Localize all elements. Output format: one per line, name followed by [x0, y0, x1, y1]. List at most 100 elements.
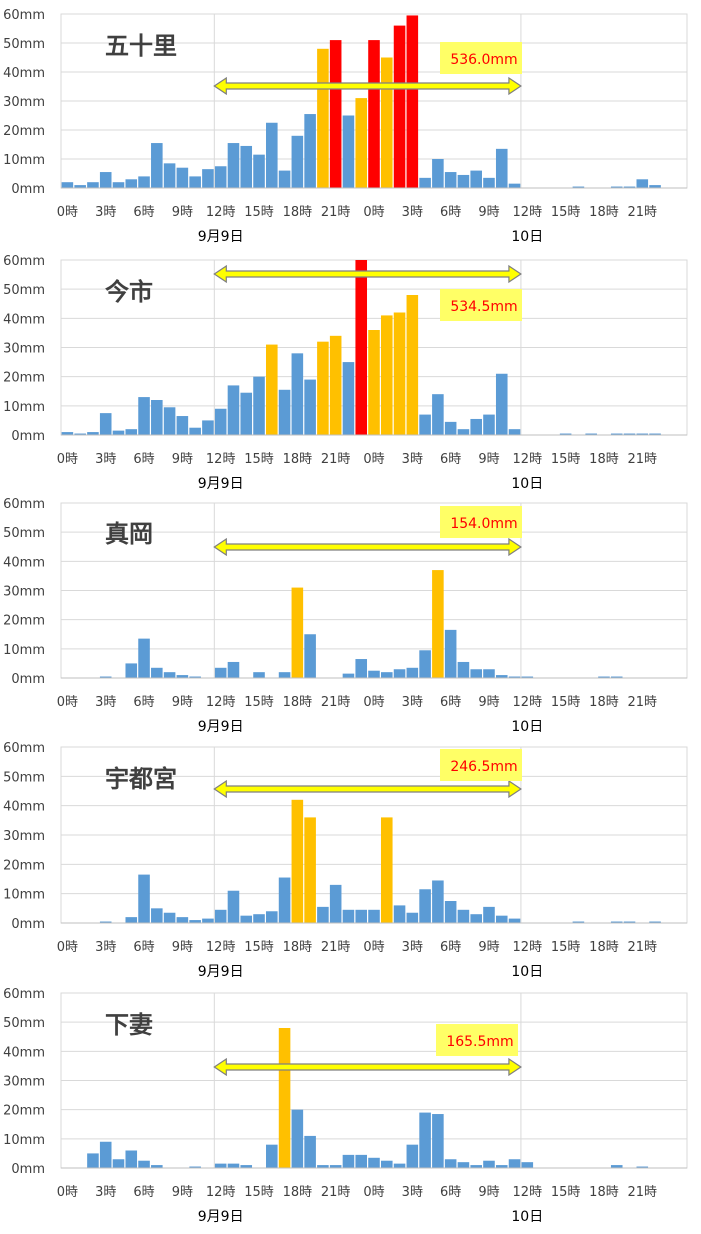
bar: [380, 817, 393, 923]
bar: [470, 914, 482, 923]
bar: [74, 185, 86, 188]
y-tick-label: 30mm: [3, 585, 45, 600]
y-tick-label: 10mm: [3, 153, 45, 168]
bar: [495, 148, 508, 188]
bar: [227, 385, 240, 435]
x-tick-label: 15時: [551, 695, 581, 710]
x-tick-label: 12時: [513, 695, 543, 710]
bar: [99, 921, 112, 923]
bar: [99, 172, 112, 188]
x-tick-label: 9時: [172, 1185, 193, 1200]
bar: [163, 912, 176, 923]
bar: [457, 661, 470, 678]
x-tick-label: 6時: [133, 1185, 154, 1200]
x-tick-label: 3時: [95, 452, 116, 467]
bar: [240, 915, 253, 923]
bar: [457, 909, 470, 923]
x-tick-label: 12時: [206, 1185, 236, 1200]
y-tick-label: 0mm: [11, 182, 45, 197]
bar: [151, 400, 163, 435]
bar: [508, 676, 521, 678]
x-tick-label: 12時: [206, 940, 236, 955]
bar: [368, 909, 380, 923]
x-tick-label: 15時: [244, 1185, 274, 1200]
x-tick-label: 6時: [440, 205, 461, 220]
y-tick-label: 50mm: [3, 1016, 45, 1031]
bar: [355, 909, 368, 923]
bar: [355, 659, 368, 678]
bar: [508, 183, 521, 188]
y-tick-label: 40mm: [3, 800, 45, 815]
bar: [138, 638, 150, 678]
y-tick-label: 40mm: [3, 1045, 45, 1060]
bar: [99, 413, 112, 435]
bar: [163, 163, 176, 188]
bar: [138, 1160, 150, 1168]
x-tick-label: 0時: [57, 695, 78, 710]
x-tick-label: 9時: [478, 695, 499, 710]
bar: [202, 169, 214, 188]
total-box: [440, 289, 522, 321]
total-label: 154.0mm: [450, 516, 517, 532]
chart-5: 0mm 10mm 20mm 30mm 40mm 50mm 60mm 0時 3時 6時 9時 12時 15…: [3, 987, 688, 1225]
y-tick-label: 50mm: [3, 526, 45, 541]
x-tick-label: 3時: [95, 205, 116, 220]
date-label: 9月9日: [198, 719, 244, 735]
x-tick-label: 3時: [402, 205, 423, 220]
bar: [278, 672, 291, 678]
x-tick-label: 15時: [244, 695, 274, 710]
bar: [483, 1160, 495, 1168]
x-tick-label: 0時: [363, 695, 384, 710]
bar: [189, 1166, 201, 1168]
y-tick-label: 20mm: [3, 371, 45, 386]
bar: [151, 143, 163, 188]
bar: [444, 629, 457, 678]
total-box: [440, 42, 522, 74]
bar: [355, 98, 368, 188]
bar: [214, 909, 227, 923]
bar: [227, 143, 240, 188]
chart-3: 0mm 10mm 20mm 30mm 40mm 50mm 60mm 0時 3時 6時 9時 12時 15…: [3, 497, 688, 735]
bar: [304, 817, 316, 923]
bar: [432, 394, 444, 435]
x-tick-label: 21時: [628, 1185, 658, 1200]
bar: [649, 921, 661, 923]
x-tick-label: 0時: [363, 452, 384, 467]
x-tick-label: 0時: [57, 205, 78, 220]
x-tick-label: 3時: [95, 940, 116, 955]
bar: [483, 669, 495, 678]
bar: [572, 186, 585, 188]
bar: [214, 667, 227, 678]
bar: [406, 667, 419, 678]
x-tick-label: 3時: [95, 1185, 116, 1200]
bar: [508, 1159, 521, 1168]
bar: [342, 1154, 355, 1168]
bar: [125, 917, 138, 923]
bar: [419, 414, 431, 435]
x-tick-label: 9時: [172, 940, 193, 955]
x-tick-label: 9時: [478, 452, 499, 467]
bar: [329, 335, 342, 435]
bar: [483, 906, 495, 923]
total-box: [436, 1024, 518, 1056]
bar: [304, 1135, 316, 1168]
bar: [444, 901, 457, 923]
bar: [99, 1141, 112, 1168]
bar: [432, 880, 444, 923]
bar: [176, 167, 189, 188]
bar: [291, 799, 304, 923]
bar: [317, 906, 329, 923]
bar: [304, 114, 316, 188]
bar: [623, 186, 636, 188]
x-tick-label: 9時: [478, 1185, 499, 1200]
bar: [393, 905, 406, 923]
bar: [266, 1144, 278, 1168]
chart-4: 0mm 10mm 20mm 30mm 40mm 50mm 60mm 0時 3時 6時 9時 12時 15…: [3, 741, 688, 980]
bar: [138, 176, 150, 188]
x-tick-label: 3時: [402, 940, 423, 955]
x-tick-label: 21時: [321, 695, 351, 710]
bar: [329, 884, 342, 923]
x-tick-label: 18時: [589, 695, 619, 710]
bar: [432, 570, 444, 678]
x-tick-label: 12時: [513, 1185, 543, 1200]
